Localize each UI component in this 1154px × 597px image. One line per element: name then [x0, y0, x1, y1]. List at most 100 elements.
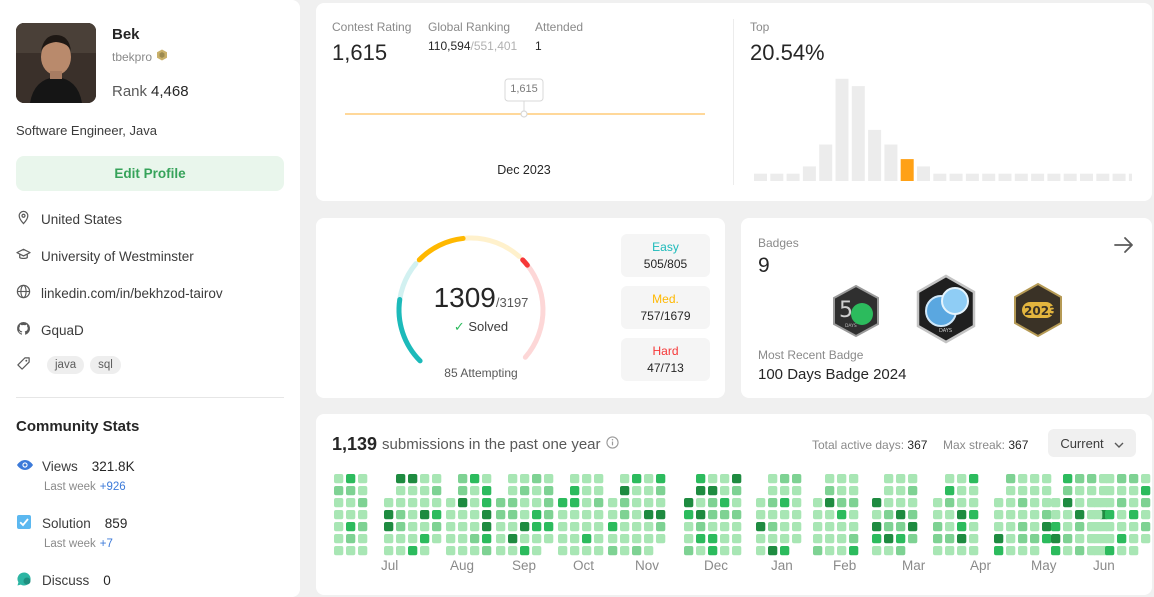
heatmap-day-cell[interactable] [644, 486, 654, 496]
heatmap-day-cell[interactable] [470, 510, 480, 520]
heatmap-day-cell[interactable] [334, 546, 344, 556]
histogram-bar[interactable] [1014, 173, 1028, 181]
heatmap-day-cell[interactable] [1129, 522, 1139, 532]
heatmap-day-cell[interactable] [396, 546, 406, 556]
heatmap-day-cell[interactable] [458, 510, 468, 520]
heatmap-day-cell[interactable] [720, 498, 730, 508]
heatmap-day-cell[interactable] [582, 474, 592, 484]
heatmap-day-cell[interactable] [1093, 498, 1103, 508]
heatmap-day-cell[interactable] [594, 486, 604, 496]
histogram-bar[interactable] [770, 173, 784, 181]
heatmap-day-cell[interactable] [482, 510, 492, 520]
heatmap-day-cell[interactable] [756, 534, 766, 544]
heatmap-day-cell[interactable] [544, 498, 554, 508]
heatmap-day-cell[interactable] [482, 522, 492, 532]
heatmap-day-cell[interactable] [1018, 486, 1028, 496]
heatmap-day-cell[interactable] [420, 474, 430, 484]
heatmap-day-cell[interactable] [446, 498, 456, 508]
heatmap-day-cell[interactable] [358, 474, 368, 484]
heatmap-day-cell[interactable] [334, 534, 344, 544]
heatmap-day-cell[interactable] [496, 546, 506, 556]
heatmap-day-cell[interactable] [813, 498, 823, 508]
heatmap-day-cell[interactable] [1129, 474, 1139, 484]
heatmap-day-cell[interactable] [532, 522, 542, 532]
heatmap-day-cell[interactable] [896, 510, 906, 520]
heatmap-day-cell[interactable] [1075, 510, 1085, 520]
heatmap-day-cell[interactable] [346, 534, 356, 544]
heatmap-day-cell[interactable] [644, 498, 654, 508]
heatmap-day-cell[interactable] [632, 546, 642, 556]
heatmap-day-cell[interactable] [1141, 510, 1151, 520]
histogram-bar[interactable] [868, 129, 882, 181]
heatmap-day-cell[interactable] [884, 522, 894, 532]
heatmap-day-cell[interactable] [1117, 522, 1127, 532]
heatmap-day-cell[interactable] [570, 486, 580, 496]
histogram-bar[interactable] [819, 144, 833, 182]
heatmap-day-cell[interactable] [644, 534, 654, 544]
heatmap-day-cell[interactable] [644, 510, 654, 520]
heatmap-day-cell[interactable] [945, 522, 955, 532]
heatmap-day-cell[interactable] [792, 534, 802, 544]
heatmap-day-cell[interactable] [1117, 534, 1127, 544]
heatmap-day-cell[interactable] [594, 510, 604, 520]
heatmap-day-cell[interactable] [1063, 534, 1073, 544]
heatmap-day-cell[interactable] [570, 534, 580, 544]
heatmap-day-cell[interactable] [945, 534, 955, 544]
heatmap-day-cell[interactable] [396, 534, 406, 544]
heatmap-day-cell[interactable] [872, 546, 882, 556]
heatmap-day-cell[interactable] [420, 546, 430, 556]
heatmap-day-cell[interactable] [482, 486, 492, 496]
heatmap-day-cell[interactable] [1117, 474, 1127, 484]
heatmap-day-cell[interactable] [945, 498, 955, 508]
heatmap-day-cell[interactable] [780, 474, 790, 484]
heatmap-day-cell[interactable] [384, 498, 394, 508]
heatmap-day-cell[interactable] [896, 474, 906, 484]
heatmap-day-cell[interactable] [558, 510, 568, 520]
heatmap-day-cell[interactable] [945, 510, 955, 520]
heatmap-day-cell[interactable] [1105, 546, 1115, 556]
heatmap-day-cell[interactable] [1141, 474, 1151, 484]
histogram-bar[interactable] [917, 166, 930, 181]
heatmap-day-cell[interactable] [620, 474, 630, 484]
heatmap-day-cell[interactable] [1117, 498, 1127, 508]
heatmap-day-cell[interactable] [1018, 474, 1028, 484]
heatmap-day-cell[interactable] [594, 534, 604, 544]
heatmap-day-cell[interactable] [608, 546, 618, 556]
heatmap-day-cell[interactable] [1141, 534, 1151, 544]
heatmap-day-cell[interactable] [620, 510, 630, 520]
heatmap-day-cell[interactable] [594, 522, 604, 532]
heatmap-day-cell[interactable] [1105, 534, 1115, 544]
heatmap-day-cell[interactable] [1093, 510, 1103, 520]
heatmap-day-cell[interactable] [933, 534, 943, 544]
heatmap-day-cell[interactable] [1087, 486, 1097, 496]
heatmap-day-cell[interactable] [446, 522, 456, 532]
heatmap-day-cell[interactable] [358, 486, 368, 496]
easy-stat[interactable]: Easy 505/805 [621, 234, 710, 277]
heatmap-day-cell[interactable] [1117, 486, 1127, 496]
histogram-bar[interactable] [965, 173, 979, 181]
heatmap-day-cell[interactable] [849, 498, 859, 508]
heatmap-day-cell[interactable] [957, 534, 967, 544]
heatmap-day-cell[interactable] [792, 498, 802, 508]
heatmap-day-cell[interactable] [884, 474, 894, 484]
heatmap-day-cell[interactable] [1042, 474, 1052, 484]
heatmap-day-cell[interactable] [908, 522, 918, 532]
heatmap-day-cell[interactable] [558, 498, 568, 508]
heatmap-day-cell[interactable] [768, 510, 778, 520]
heatmap-day-cell[interactable] [720, 486, 730, 496]
heatmap-day-cell[interactable] [1063, 474, 1073, 484]
heatmap-day-cell[interactable] [825, 510, 835, 520]
histogram-bar[interactable] [998, 173, 1012, 181]
heatmap-day-cell[interactable] [558, 546, 568, 556]
heatmap-day-cell[interactable] [957, 522, 967, 532]
histogram-bar[interactable] [982, 173, 996, 181]
heatmap-day-cell[interactable] [644, 522, 654, 532]
linkedin-row[interactable]: linkedin.com/in/bekhzod-tairov [16, 284, 223, 302]
heatmap-day-cell[interactable] [608, 522, 618, 532]
heatmap-day-cell[interactable] [396, 474, 406, 484]
heatmap-day-cell[interactable] [508, 534, 518, 544]
histogram-bar[interactable] [1080, 173, 1093, 181]
heatmap-day-cell[interactable] [813, 522, 823, 532]
heatmap-day-cell[interactable] [458, 534, 468, 544]
histogram-bar[interactable] [949, 173, 963, 181]
